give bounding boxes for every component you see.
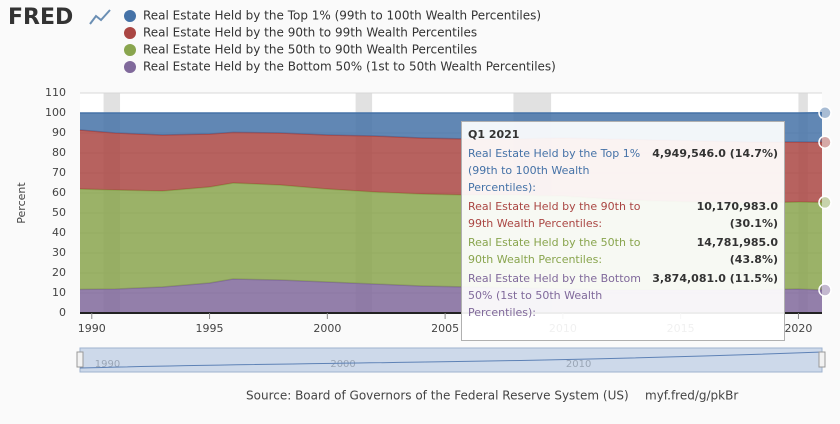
link[interactable]: myf.fred/g/pkBr	[645, 389, 738, 403]
x-tick-label: 1990	[78, 322, 106, 335]
legend-label: Real Estate Held by the 90th to 99th Wea…	[143, 26, 477, 40]
tooltip-label: Real Estate Held by the 50th to 90th Wea…	[468, 236, 641, 266]
hover-marker	[818, 106, 832, 120]
y-tick-label: 50	[52, 206, 66, 219]
y-tick-label: 90	[52, 126, 66, 139]
source: Source: Board of Governors of the Federa…	[246, 389, 629, 403]
navigator-label: 2010	[566, 359, 591, 370]
tooltip-row: Real Estate Held by the Bottom 50% (1st …	[468, 270, 778, 321]
logo-icon	[89, 9, 111, 25]
hover-marker	[818, 195, 832, 210]
tooltip-value: 10,170,983.0 (30.1%)	[696, 200, 778, 230]
legend-label: Real Estate Held by the Bottom 50% (1st …	[143, 60, 556, 74]
x-tick-label: 2005	[431, 322, 459, 335]
x-tick-label: 2000	[313, 322, 341, 335]
legend-label: Real Estate Held by the 50th to 90th Wea…	[143, 43, 477, 57]
navigator	[79, 347, 823, 373]
tooltip-value: 3,874,081.0 (11.5%)	[652, 272, 778, 285]
y-axis-label: Percent	[15, 182, 28, 224]
legend-dot	[124, 61, 136, 73]
hover-marker	[818, 135, 832, 149]
legend-label: Real Estate Held by the Top 1% (99th to …	[143, 9, 541, 23]
navigator-handle[interactable]	[76, 351, 84, 368]
navigator-handle[interactable]	[818, 351, 826, 368]
tooltip-label: Real Estate Held by the 90th to 99th Wea…	[468, 200, 641, 230]
y-tick-label: 0	[59, 306, 66, 319]
legend-dot	[124, 27, 136, 39]
tooltip: Q1 2021 Real Estate Held by the Top 1% (…	[461, 121, 785, 341]
tooltip-label: Real Estate Held by the Bottom 50% (1st …	[468, 272, 641, 319]
logo: FRED	[8, 5, 73, 30]
y-tick-label: 10	[52, 286, 66, 299]
x-tick-label: 2020	[784, 322, 812, 335]
y-tick-label: 60	[52, 186, 66, 199]
hover-marker	[818, 283, 832, 297]
tooltip-row: Real Estate Held by the 50th to 90th Wea…	[468, 234, 778, 268]
legend-dot	[124, 10, 136, 22]
navigator-label: 2000	[330, 359, 355, 370]
tooltip-row: Real Estate Held by the 90th to 99th Wea…	[468, 198, 778, 232]
x-tick-label: 1995	[196, 322, 224, 335]
y-tick-label: 110	[45, 86, 66, 99]
y-tick-label: 20	[52, 266, 66, 279]
tooltip-value: 14,781,985.0 (43.8%)	[696, 236, 778, 266]
navigator-label: 1990	[95, 359, 120, 370]
tooltip-value: 4,949,546.0 (14.7%)	[652, 147, 778, 160]
tooltip-label: Real Estate Held by the Top 1% (99th to …	[468, 147, 641, 194]
y-tick-label: 40	[52, 226, 66, 239]
y-tick-label: 30	[52, 246, 66, 259]
y-tick-label: 80	[52, 146, 66, 159]
legend-dot	[124, 44, 136, 56]
tooltip-title: Q1 2021	[468, 128, 520, 141]
y-tick-label: 100	[45, 106, 66, 119]
y-tick-label: 70	[52, 166, 66, 179]
tooltip-row: Real Estate Held by the Top 1% (99th to …	[468, 145, 778, 196]
navigator-line	[79, 351, 823, 369]
